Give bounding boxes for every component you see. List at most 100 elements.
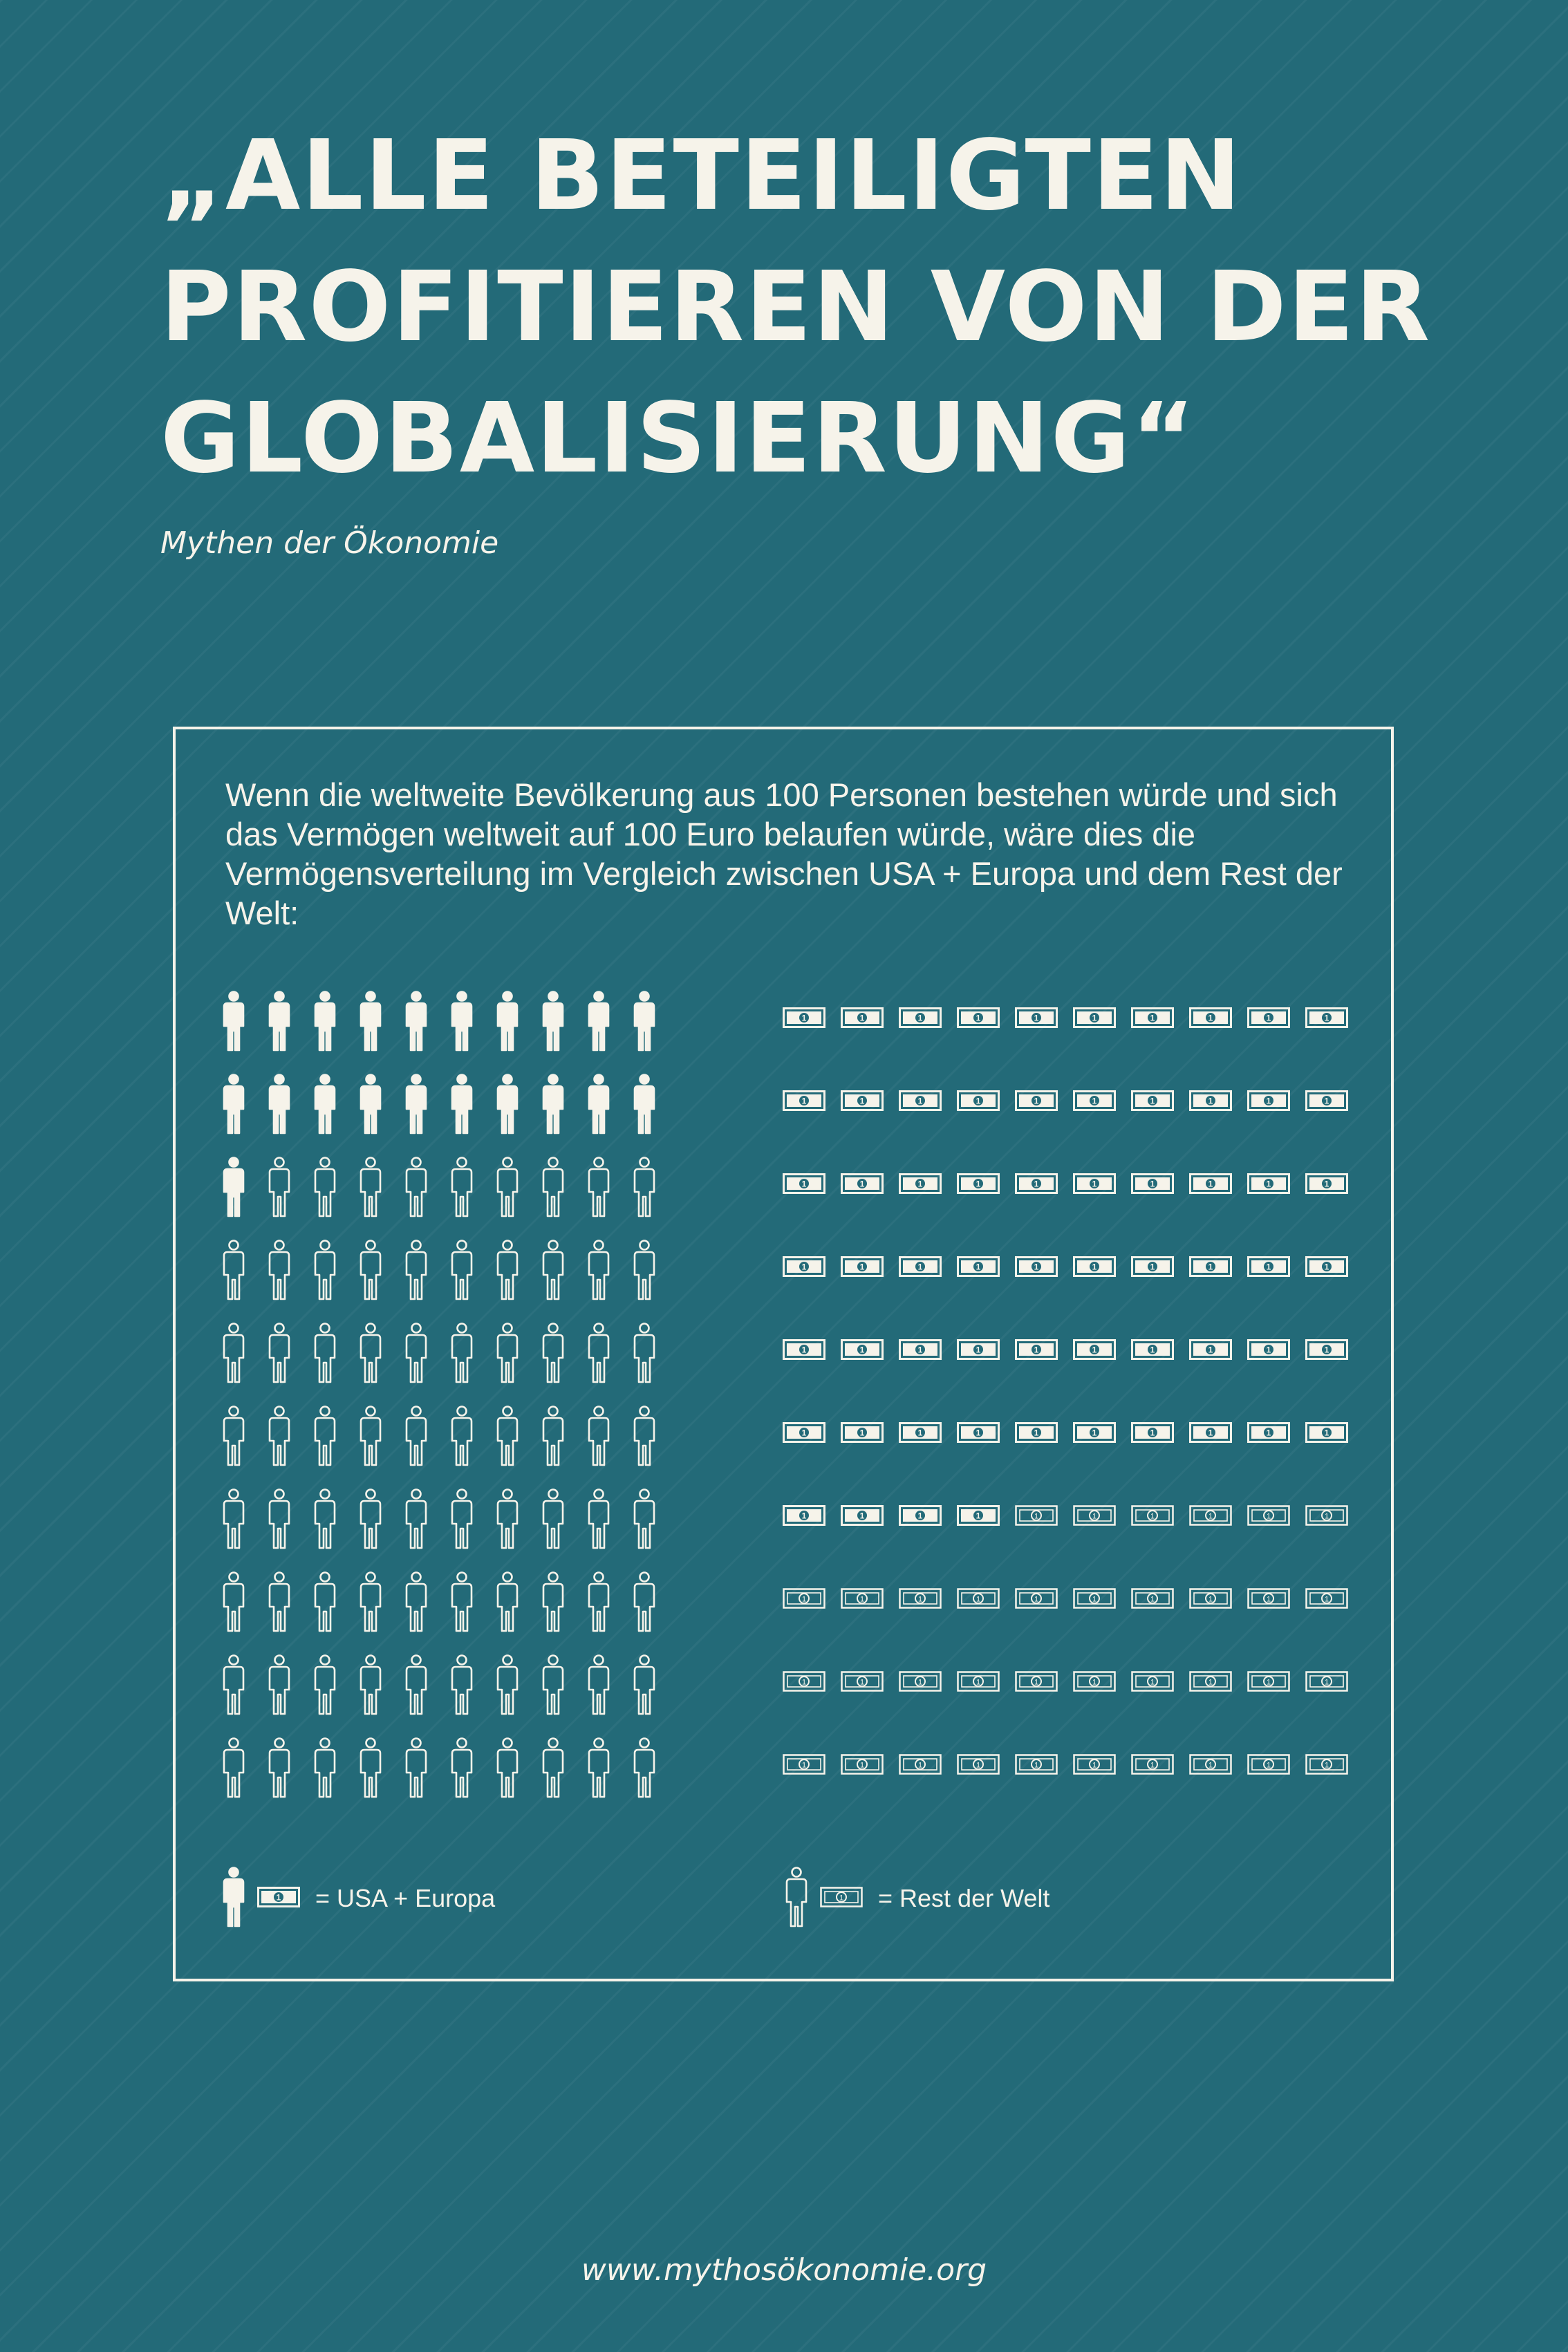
svg-text:1: 1: [802, 1428, 807, 1438]
legend-rest-der-welt: 1 = Rest der Welt: [784, 1864, 1049, 1933]
banknote-icon-usa-europa: 1: [1305, 1422, 1363, 1505]
svg-text:1: 1: [1208, 1179, 1213, 1189]
person-icon-rest-der-welt: [586, 1488, 632, 1571]
svg-text:1: 1: [1325, 1679, 1329, 1687]
banknote-icon-usa-europa: 1: [957, 1090, 1015, 1173]
banknote-icon-usa-europa: 1: [1073, 1173, 1131, 1256]
svg-text:1: 1: [802, 1679, 806, 1687]
money-pictogram: 1 1 1 1 1 1 1 1 1 1 1 1 1 1 1 1 1 1 1 1 1 1 1 1 1 1 1 1 1 1 1 1 1 1 1 1 1 1 1 1…: [783, 1007, 1363, 1837]
person-icon-rest-der-welt: [449, 1571, 495, 1654]
svg-text:1: 1: [1267, 1428, 1271, 1438]
banknote-icon-usa-europa: 1: [1305, 1090, 1363, 1173]
person-icon-usa-europa: [404, 991, 449, 1074]
banknote-icon-rest-der-welt: 1: [1131, 1588, 1189, 1671]
svg-text:1: 1: [1034, 1179, 1039, 1189]
banknote-icon-usa-europa: 1: [899, 1505, 957, 1588]
banknote-icon-rest-der-welt: 1: [957, 1754, 1015, 1837]
person-icon-usa-europa: [221, 991, 267, 1074]
banknote-icon-rest-der-welt: 1: [899, 1588, 957, 1671]
banknote-icon-usa-europa: 1: [899, 1007, 957, 1090]
person-icon-rest-der-welt: [632, 1406, 678, 1488]
svg-text:1: 1: [1150, 1096, 1155, 1106]
banknote-icon-usa-europa: 1: [957, 1505, 1015, 1588]
banknote-icon-rest-der-welt: 1: [1073, 1588, 1131, 1671]
person-icon-rest-der-welt: [541, 1323, 586, 1406]
banknote-icon-usa-europa: 1: [1131, 1007, 1189, 1090]
banknote-icon-rest-der-welt: 1: [1189, 1505, 1247, 1588]
svg-text:1: 1: [1150, 1345, 1155, 1355]
person-icon-rest-der-welt: [586, 1737, 632, 1820]
banknote-icon-usa-europa: 1: [1189, 1173, 1247, 1256]
person-icon-usa-europa: [358, 991, 404, 1074]
svg-text:1: 1: [1150, 1679, 1155, 1687]
person-icon-rest-der-welt: [495, 1654, 541, 1737]
banknote-icon-usa-europa: 1: [1247, 1422, 1305, 1505]
svg-text:1: 1: [1150, 1179, 1155, 1189]
banknote-icon-usa-europa: 1: [1015, 1256, 1073, 1339]
banknote-icon-rest-der-welt: 1: [783, 1588, 841, 1671]
person-icon-rest-der-welt: [221, 1571, 267, 1654]
person-icon-rest-der-welt: [312, 1737, 358, 1820]
banknote-icon-usa-europa: 1: [1305, 1007, 1363, 1090]
svg-text:1: 1: [802, 1014, 807, 1023]
person-icon-rest-der-welt: [404, 1240, 449, 1323]
svg-text:1: 1: [976, 1262, 981, 1272]
svg-text:1: 1: [976, 1762, 980, 1770]
person-icon-rest-der-welt: [312, 1323, 358, 1406]
person-icon-rest-der-welt: [632, 1157, 678, 1240]
svg-text:1: 1: [1325, 1179, 1329, 1189]
svg-text:1: 1: [918, 1262, 923, 1272]
svg-text:1: 1: [1208, 1428, 1213, 1438]
person-icon-rest-der-welt: [495, 1406, 541, 1488]
person-icon-rest-der-welt: [632, 1240, 678, 1323]
legend-usa-europa: 1 = USA + Europa: [221, 1864, 495, 1933]
svg-text:1: 1: [839, 1894, 843, 1903]
svg-text:1: 1: [1092, 1096, 1097, 1106]
svg-text:1: 1: [1092, 1679, 1096, 1687]
svg-text:1: 1: [802, 1762, 806, 1770]
person-icon-rest-der-welt: [541, 1157, 586, 1240]
svg-text:1: 1: [1034, 1679, 1038, 1687]
person-icon-usa-europa: [221, 1074, 267, 1157]
person-icon-rest-der-welt: [632, 1323, 678, 1406]
svg-text:1: 1: [277, 1893, 281, 1903]
person-icon-rest-der-welt: [267, 1240, 312, 1323]
svg-text:1: 1: [918, 1428, 923, 1438]
person-icon-rest-der-welt: [541, 1488, 586, 1571]
intro-text: Wenn die weltweite Bevölkerung aus 100 P…: [225, 776, 1343, 931]
banknote-icon-usa-europa: 1: [783, 1007, 841, 1090]
banknote-icon-rest-der-welt: 1: [1305, 1588, 1363, 1671]
svg-text:1: 1: [1208, 1262, 1213, 1272]
svg-text:1: 1: [1267, 1762, 1271, 1770]
page-subtitle: Mythen der Ökonomie: [160, 525, 499, 561]
person-icon-rest-der-welt: [358, 1157, 404, 1240]
svg-text:1: 1: [1092, 1345, 1097, 1355]
svg-text:1: 1: [1267, 1262, 1271, 1272]
svg-text:1: 1: [1267, 1014, 1271, 1023]
svg-text:1: 1: [1325, 1596, 1329, 1604]
banknote-icon-rest-der-welt: 1: [1189, 1754, 1247, 1837]
svg-text:1: 1: [860, 1428, 865, 1438]
banknote-icon-usa-europa: 1: [1131, 1256, 1189, 1339]
person-icon-usa-europa: [541, 991, 586, 1074]
person-icon-rest-der-welt: [221, 1406, 267, 1488]
banknote-icon-rest-der-welt: 1: [1189, 1671, 1247, 1754]
svg-text:1: 1: [976, 1179, 981, 1189]
banknote-icon-rest-der-welt: 1: [841, 1754, 899, 1837]
person-icon-usa-europa: [312, 1074, 358, 1157]
banknote-icon-usa-europa: 1: [1189, 1339, 1247, 1422]
person-icon-rest-der-welt: [358, 1488, 404, 1571]
banknote-icon-rest-der-welt: 1: [1189, 1588, 1247, 1671]
banknote-icon-usa-europa: 1: [841, 1090, 899, 1173]
person-icon-rest-der-welt: [404, 1737, 449, 1820]
svg-text:1: 1: [1325, 1262, 1329, 1272]
banknote-icon-usa-europa: 1: [841, 1422, 899, 1505]
svg-text:1: 1: [976, 1428, 981, 1438]
banknote-icon-rest-der-welt: 1: [1131, 1505, 1189, 1588]
person-icon-rest-der-welt: [404, 1488, 449, 1571]
infographic-panel: Wenn die weltweite Bevölkerung aus 100 P…: [173, 727, 1394, 1981]
svg-text:1: 1: [802, 1179, 807, 1189]
person-icon-rest-der-welt: [449, 1323, 495, 1406]
banknote-icon-usa-europa: 1: [1131, 1422, 1189, 1505]
person-icon-rest-der-welt: [312, 1654, 358, 1737]
